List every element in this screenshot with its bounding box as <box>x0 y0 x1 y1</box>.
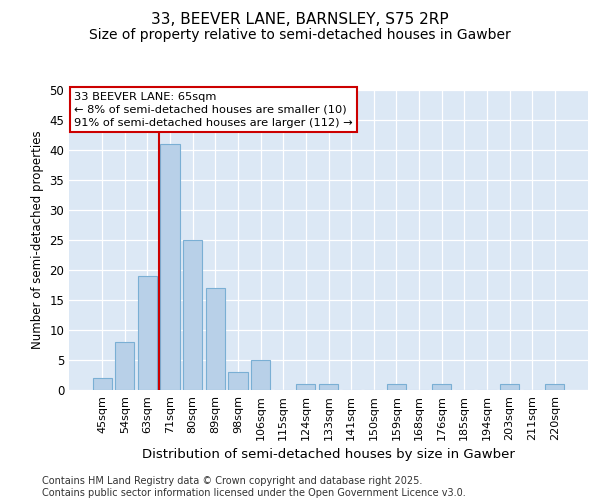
Bar <box>432 384 451 390</box>
Text: Size of property relative to semi-detached houses in Gawber: Size of property relative to semi-detach… <box>89 28 511 42</box>
Text: 33 BEEVER LANE: 65sqm
← 8% of semi-detached houses are smaller (10)
91% of semi-: 33 BEEVER LANE: 65sqm ← 8% of semi-detac… <box>74 92 353 128</box>
Bar <box>206 288 225 390</box>
Bar <box>319 384 338 390</box>
Bar <box>92 378 112 390</box>
Bar <box>115 342 134 390</box>
Bar <box>296 384 316 390</box>
Text: Contains HM Land Registry data © Crown copyright and database right 2025.
Contai: Contains HM Land Registry data © Crown c… <box>42 476 466 498</box>
Bar <box>183 240 202 390</box>
Bar <box>387 384 406 390</box>
Bar <box>229 372 248 390</box>
Bar <box>251 360 270 390</box>
Bar <box>500 384 519 390</box>
X-axis label: Distribution of semi-detached houses by size in Gawber: Distribution of semi-detached houses by … <box>142 448 515 461</box>
Y-axis label: Number of semi-detached properties: Number of semi-detached properties <box>31 130 44 350</box>
Bar <box>138 276 157 390</box>
Bar <box>160 144 180 390</box>
Text: 33, BEEVER LANE, BARNSLEY, S75 2RP: 33, BEEVER LANE, BARNSLEY, S75 2RP <box>151 12 449 28</box>
Bar <box>545 384 565 390</box>
